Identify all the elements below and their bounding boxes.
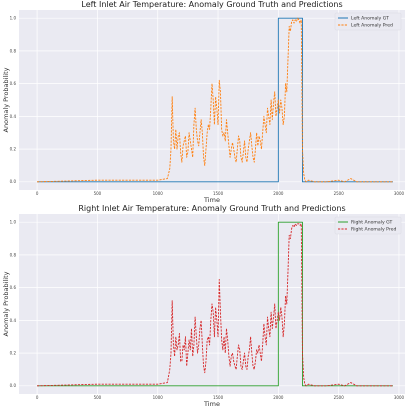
x-tick-label: 2500 — [334, 191, 345, 196]
plot-area — [19, 10, 405, 190]
chart-title: Left Inlet Air Temperature: Anomaly Grou… — [81, 0, 342, 9]
x-tick-label: 500 — [94, 395, 102, 400]
legend-label-0: Right Anomaly GT — [351, 220, 393, 226]
x-tick-label: 500 — [94, 191, 102, 196]
y-tick-label: 0.8 — [10, 48, 17, 53]
x-tick-label: 1500 — [213, 191, 224, 196]
series-line-1 — [37, 223, 393, 387]
x-tick-label: 2500 — [334, 395, 345, 400]
y-tick-label: 0.0 — [10, 179, 17, 184]
legend-label-1: Right Anomaly Pred — [351, 227, 396, 233]
y-tick-label: 0.2 — [10, 350, 17, 355]
x-tick-label: 1500 — [213, 395, 224, 400]
x-tick-label: 1000 — [153, 191, 164, 196]
y-tick-label: 1.0 — [10, 220, 17, 225]
x-tick-label: 2000 — [273, 191, 284, 196]
y-axis-label: Anomaly Probability — [2, 67, 10, 132]
legend-label-0: Left Anomaly GT — [351, 16, 389, 22]
y-tick-label: 0.4 — [10, 114, 17, 119]
x-tick-label: 1000 — [153, 395, 164, 400]
x-tick-label: 2000 — [273, 395, 284, 400]
chart-panel-0: 0 500 1000 1500 2000 2500 3000 0.0 0.2 0.4 0.6 0.8 1… — [2, 0, 405, 204]
x-axis-label: Time — [203, 196, 220, 204]
legend-label-1: Left Anomaly Pred — [351, 23, 393, 29]
x-tick-label: 3000 — [394, 191, 405, 196]
legend-box — [334, 12, 402, 31]
legend-box — [334, 216, 402, 235]
x-tick-label: 0 — [36, 395, 39, 400]
y-tick-label: 0.2 — [10, 146, 17, 151]
chart-panel-1: 0 500 1000 1500 2000 2500 3000 0.0 0.2 0.4 0.6 0.8 1… — [2, 204, 405, 408]
x-tick-label: 3000 — [394, 395, 405, 400]
y-tick-label: 0.8 — [10, 252, 17, 257]
y-tick-label: 1.0 — [10, 16, 17, 21]
y-tick-label: 0.4 — [10, 318, 17, 323]
y-tick-label: 0.0 — [10, 383, 17, 388]
y-tick-label: 0.6 — [10, 81, 17, 86]
y-axis-label: Anomaly Probability — [2, 271, 10, 336]
x-axis-label: Time — [203, 400, 220, 408]
chart-title: Right Inlet Air Temperature: Anomaly Gro… — [78, 204, 345, 213]
x-tick-label: 0 — [36, 191, 39, 196]
y-tick-label: 0.6 — [10, 285, 17, 290]
